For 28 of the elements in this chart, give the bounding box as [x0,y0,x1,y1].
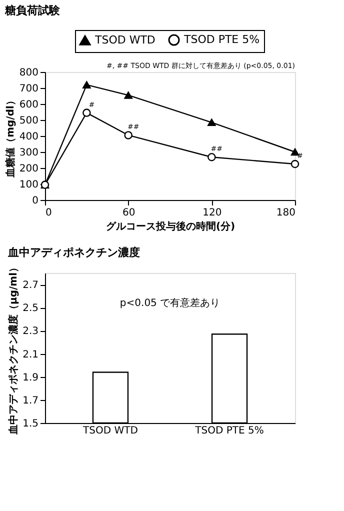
chart-title: 血中アディポネクチン濃度 [7,246,140,259]
y-tick-label: 0 [32,196,38,206]
x-tick-label: 120 [202,208,222,218]
annotation: p<0.05 で有意差あり [120,297,220,309]
x-tick-label: 180 [276,208,296,218]
y-tick-label: 200 [19,164,38,174]
legend-label: TSOD WTD [94,33,156,46]
y-tick-label: 700 [19,84,38,94]
y-tick-label: 500 [19,116,38,126]
legend-label: TSOD PTE 5% [183,33,260,46]
y-tick-label: 1.5 [22,418,38,430]
y-axis-title: 血中アディポネクチン濃度（μg/ml） [8,262,20,436]
y-tick-label: 300 [19,148,38,158]
y-tick-label: 100 [19,180,38,190]
x-tick-label: 0 [46,208,52,218]
y-tick-label: 2.5 [22,303,38,314]
y-tick-label: 2.3 [22,326,38,338]
y-tick-label: 400 [19,132,38,142]
y-tick-label: 1.7 [22,395,38,406]
x-axis-title: グルコース投与後の時間(分) [106,220,236,232]
y-tick-label: 600 [19,100,38,110]
chart-title: 糖負荷試験 [4,4,61,17]
x-tick-label: 60 [122,208,136,218]
y-tick-label: 800 [19,68,38,78]
y-tick-label: 2.7 [22,280,38,292]
y-axis-title: 血糖値（mg/dl） [4,96,16,178]
y-tick-label: 1.9 [22,372,38,384]
y-tick-label: 2.1 [22,349,38,360]
